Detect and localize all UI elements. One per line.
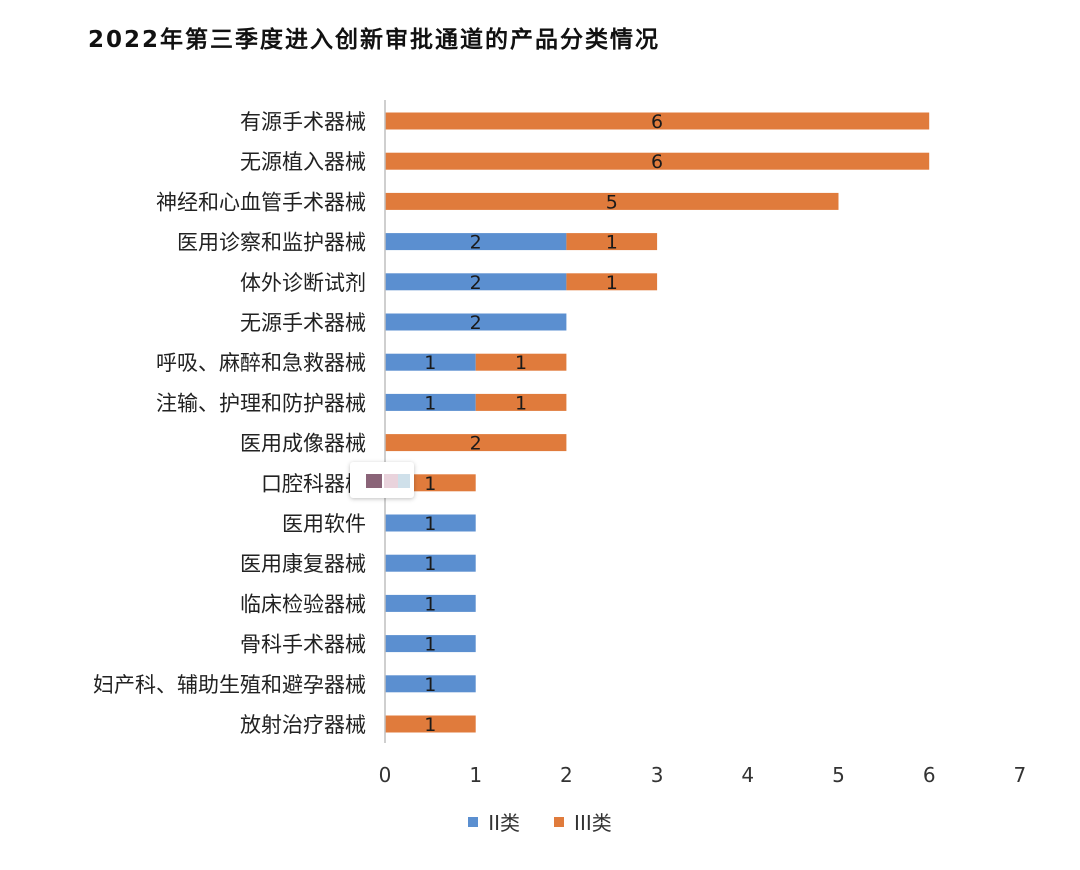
bar-segment-iii (566, 233, 658, 251)
category-label: 妇产科、辅助生殖和避孕器械 (93, 673, 366, 697)
category-label: 呼吸、麻醉和急救器械 (156, 351, 366, 375)
data-label: 1 (515, 352, 527, 374)
bar-segment-iii (475, 353, 567, 371)
x-tick-label: 4 (741, 763, 754, 787)
x-tick-label: 7 (1014, 763, 1027, 787)
category-label: 无源植入器械 (240, 150, 366, 174)
category-label: 医用成像器械 (240, 432, 366, 456)
category-label: 临床检验器械 (240, 592, 366, 616)
bar-segment-iii (566, 273, 658, 291)
category-label: 注输、护理和防护器械 (156, 391, 366, 415)
data-label: 5 (606, 191, 618, 213)
data-label: 1 (606, 272, 618, 294)
legend-swatch-ii (468, 816, 479, 827)
bar-segment-ii (385, 594, 476, 612)
data-label: 1 (515, 392, 527, 414)
bar-segment-ii (385, 635, 476, 653)
x-tick-label: 0 (379, 763, 392, 787)
data-label: 1 (424, 513, 436, 535)
legend-label-iii: III类 (574, 811, 612, 835)
category-label: 医用软件 (282, 512, 366, 536)
legend-label-ii: II类 (488, 811, 521, 835)
bar-segment-iii (385, 715, 476, 733)
x-tick-label: 1 (469, 763, 482, 787)
data-label: 1 (424, 553, 436, 575)
category-label: 医用康复器械 (240, 552, 366, 576)
data-label: 1 (606, 232, 618, 254)
category-label: 骨科手术器械 (240, 633, 366, 657)
category-label: 无源手术器械 (240, 311, 366, 335)
chart-legend: II类 III类 (0, 807, 1080, 836)
category-label: 有源手术器械 (240, 110, 366, 134)
x-tick-label: 6 (923, 763, 936, 787)
data-label: 1 (424, 352, 436, 374)
x-tick-label: 2 (560, 763, 573, 787)
bar-segment-iii (475, 393, 567, 411)
data-label: 1 (424, 634, 436, 656)
data-label: 6 (651, 111, 663, 133)
category-label: 神经和心血管手术器械 (156, 190, 366, 214)
bar-segment-ii (385, 393, 476, 411)
category-label: 体外诊断试剂 (240, 271, 366, 295)
category-label: 放射治疗器械 (240, 713, 366, 737)
bar-segment-ii (385, 554, 476, 572)
data-label: 1 (424, 392, 436, 414)
bar-segment-ii (385, 313, 567, 331)
data-label: 1 (424, 674, 436, 696)
bar-segment-ii (385, 514, 476, 532)
data-label: 2 (470, 312, 482, 334)
x-tick-label: 3 (651, 763, 664, 787)
legend-item-iii[interactable]: III类 (554, 807, 612, 836)
data-label: 1 (424, 593, 436, 615)
legend-item-ii[interactable]: II类 (468, 807, 520, 836)
bar-segment-iii (385, 192, 839, 210)
bar-segment-iii (385, 112, 930, 130)
legend-swatch-iii (554, 816, 565, 827)
category-label: 医用诊察和监护器械 (177, 231, 366, 255)
data-label: 2 (470, 232, 482, 254)
bar-segment-ii (385, 353, 476, 371)
bar-segment-ii (385, 273, 567, 291)
chart-title: 2022年第三季度进入创新审批通道的产品分类情况 (88, 27, 661, 53)
bar-segment-ii (385, 675, 476, 693)
category-label: 口腔科器械 (261, 472, 366, 496)
data-label: 2 (470, 433, 482, 455)
tooltip-swatch-overlay (350, 462, 414, 498)
bar-segment-iii (385, 152, 930, 170)
x-tick-label: 5 (832, 763, 845, 787)
bar-segment-iii (385, 434, 567, 452)
bar-segment-ii (385, 233, 567, 251)
data-label: 1 (424, 473, 436, 495)
data-label: 6 (651, 151, 663, 173)
data-label: 2 (470, 272, 482, 294)
data-label: 1 (424, 714, 436, 736)
